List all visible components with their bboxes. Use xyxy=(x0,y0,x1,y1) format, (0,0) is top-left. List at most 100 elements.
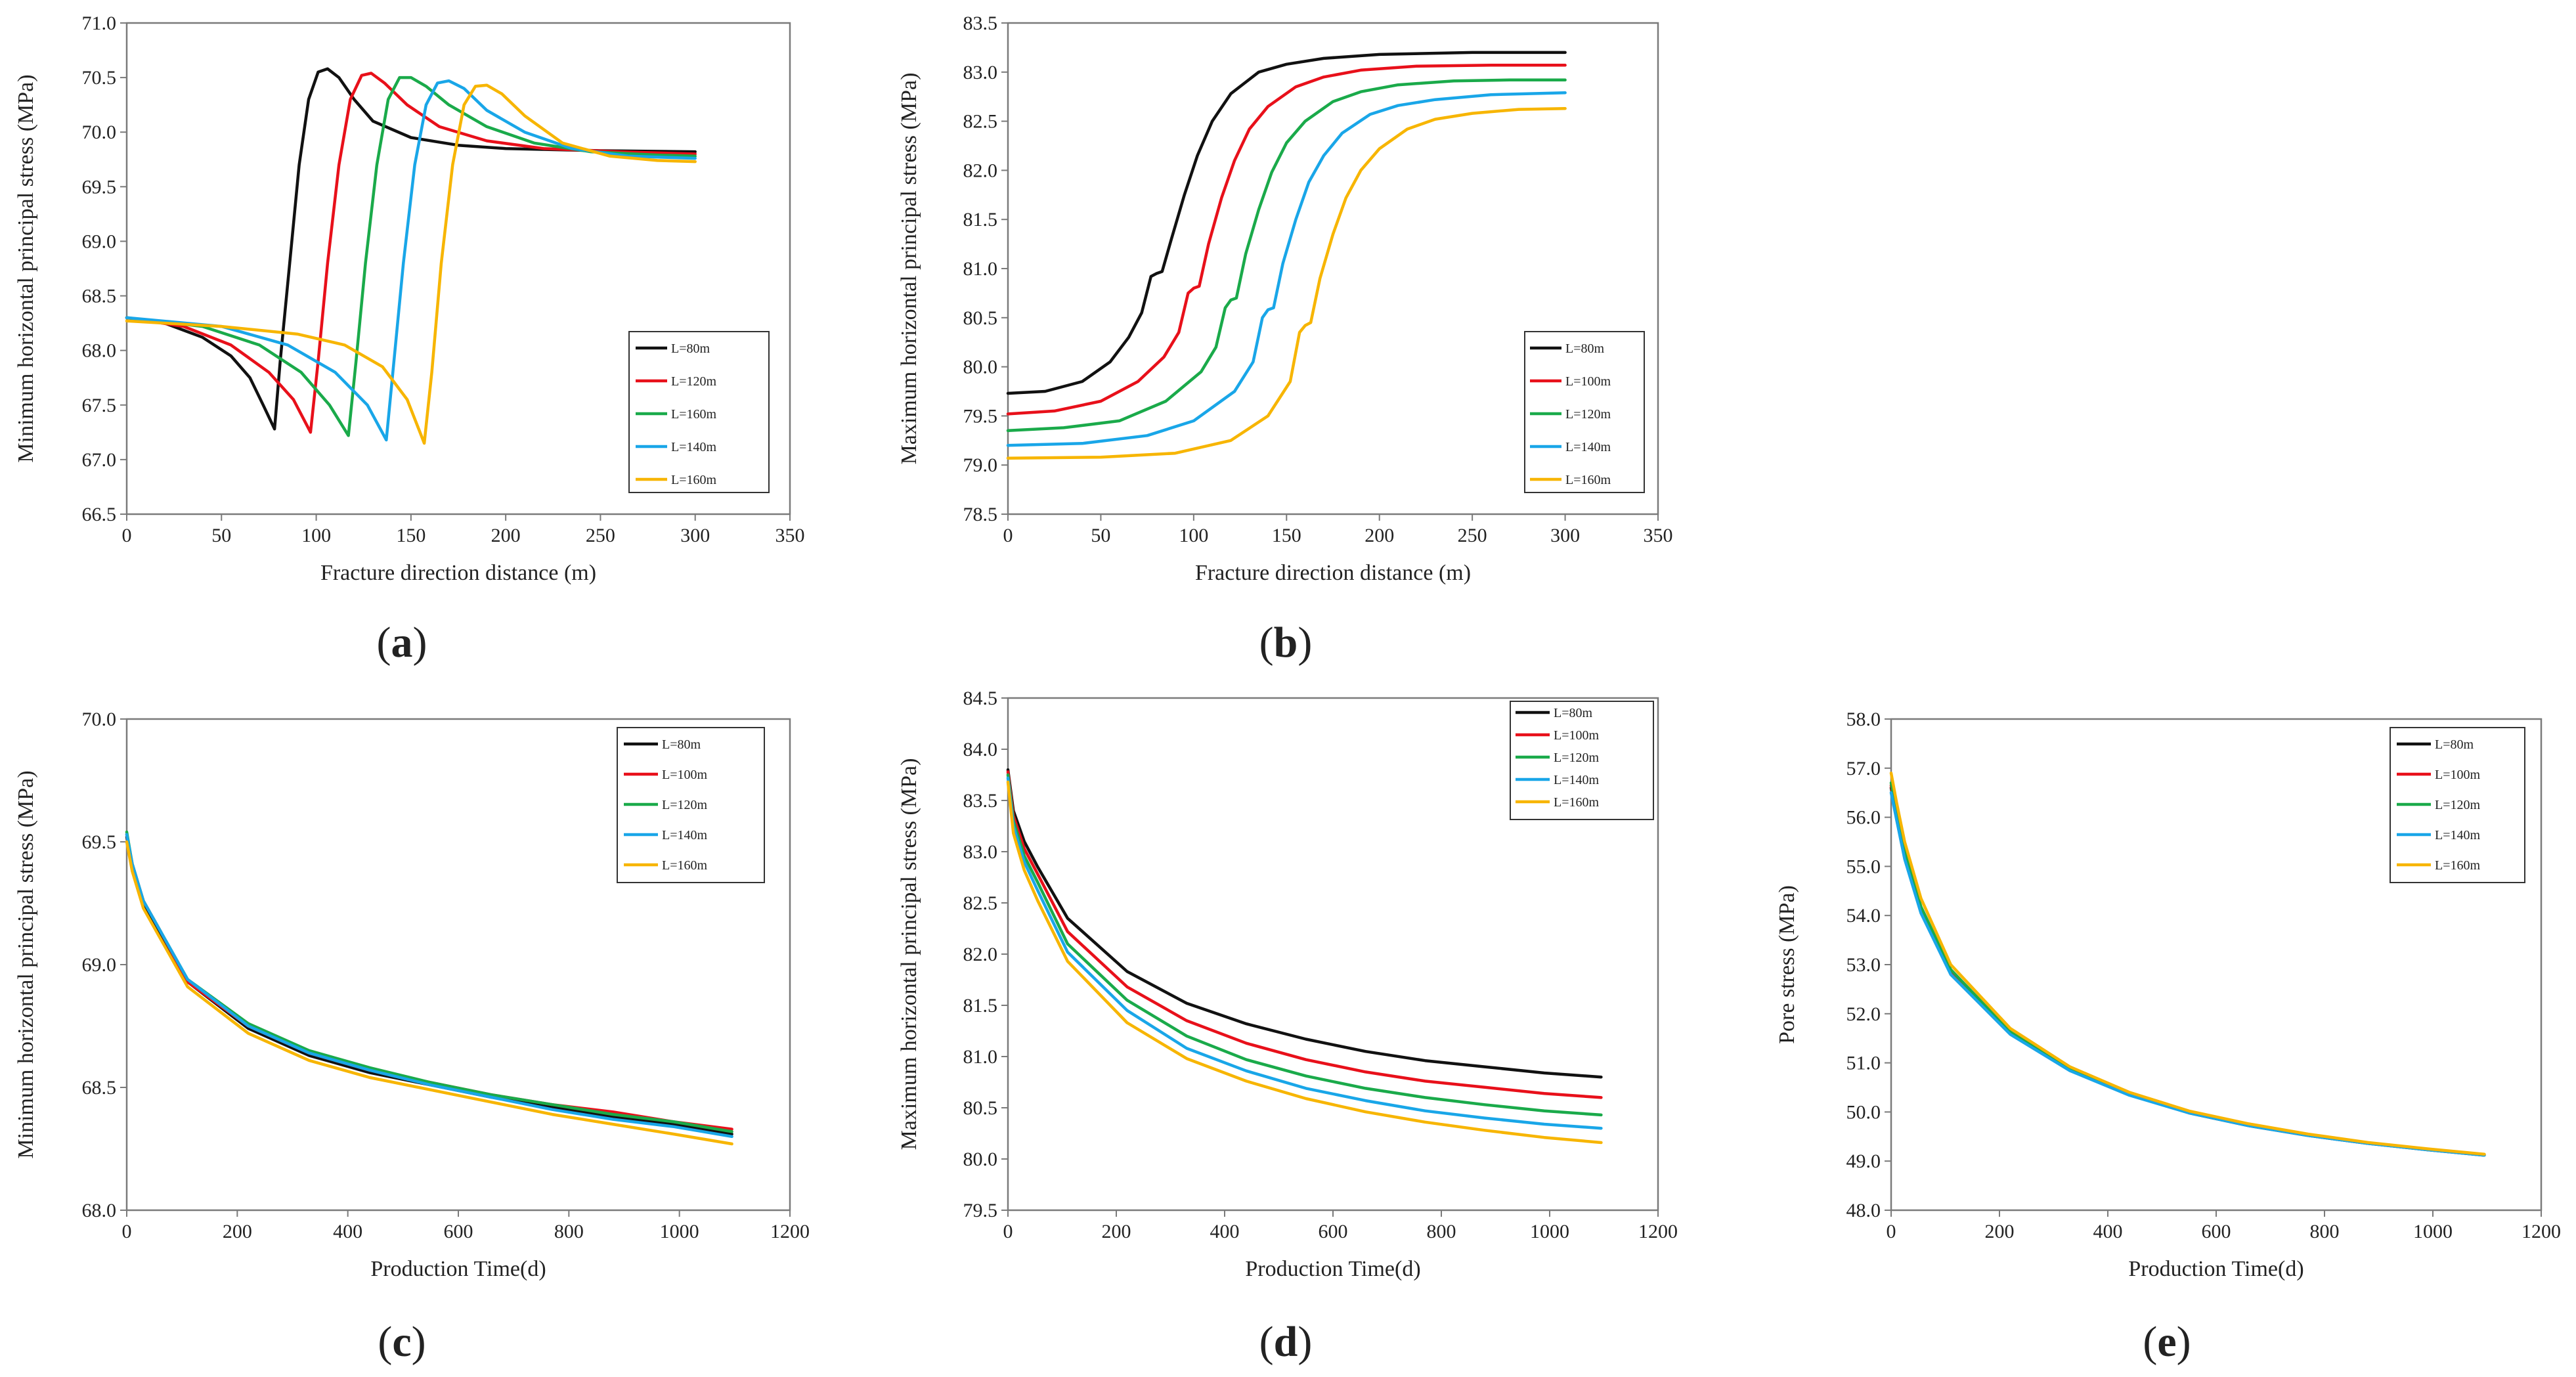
y-axis-label: Pore stress (MPa) xyxy=(1775,885,1799,1044)
x-tick-label: 350 xyxy=(775,525,805,546)
y-tick-label: 80.5 xyxy=(963,1097,998,1119)
legend-items: L=80m L=100m L=120m L=140m L=160m xyxy=(624,737,707,873)
x-tick-label: 400 xyxy=(333,1221,362,1242)
y-ticks: 78.5 79.0 79.5 80.0 80.5 81.0 81.5 82.0 82.5 83.0… xyxy=(963,12,1008,525)
y-tick-label: 67.0 xyxy=(82,449,117,471)
y-tick-label: 83.0 xyxy=(963,841,998,863)
series-line-l-100m xyxy=(1006,770,1603,1099)
y-tick-label: 57.0 xyxy=(1846,758,1881,779)
legend-box xyxy=(1510,701,1654,820)
panel-b: 0 50 100 150 200 250 300 350 78.5 79.0 79.5 80.0 80… xyxy=(897,12,1673,667)
y-tick-label: 69.5 xyxy=(82,176,117,198)
series-line-l-80m xyxy=(1006,51,1567,395)
x-tick-label: 800 xyxy=(554,1221,584,1242)
x-axis-label: Production Time(d) xyxy=(1245,1257,1420,1281)
series-line-l-140m xyxy=(1006,776,1603,1130)
y-tick-label: 68.0 xyxy=(82,340,117,362)
series-line-l-120m xyxy=(1006,78,1567,433)
x-tick-label: 250 xyxy=(1458,525,1487,546)
y-tick-label: 80.5 xyxy=(963,307,998,329)
x-tick-label: 150 xyxy=(1272,525,1301,546)
legend-items: L=80m L=100m L=120m L=140m L=160m xyxy=(1516,706,1599,810)
y-ticks: 68.0 68.5 69.0 69.5 70.0 xyxy=(82,709,127,1221)
legend: L=80m L=120m L=160m L=140m L=160m xyxy=(628,331,770,493)
legend-label-5: L=160m xyxy=(671,473,716,487)
y-tick-label: 82.0 xyxy=(963,160,998,181)
x-tick-label: 1200 xyxy=(2521,1221,2561,1242)
panel-caption: (c) xyxy=(378,1318,426,1366)
series-lines xyxy=(1889,772,2486,1157)
x-tick-label: 50 xyxy=(1091,525,1110,546)
y-tick-label: 70.0 xyxy=(82,121,117,143)
x-axis-label: Fracture direction distance (m) xyxy=(320,561,596,585)
panel-a: 0 50 100 150 200 250 300 350 66.5 67.0 67.5 68.0 68… xyxy=(14,12,805,667)
panel-e: 0 200 400 600 800 1000 1200 48.0 49.0 50.0 51.0 52… xyxy=(1775,709,2561,1366)
y-tick-label: 54.0 xyxy=(1846,905,1881,927)
x-tick-label: 50 xyxy=(211,525,231,546)
x-ticks: 0 200 400 600 800 1000 1200 xyxy=(1887,1210,2561,1242)
legend-label-5: L=160m xyxy=(1565,473,1611,487)
y-tick-label: 81.0 xyxy=(963,1046,998,1068)
x-tick-label: 600 xyxy=(1319,1221,1348,1242)
y-axis-label: Minimum horizontal principal stress (MPa… xyxy=(14,74,38,462)
legend: L=80m L=100m L=120m L=140m L=160m xyxy=(617,727,765,883)
x-axis-label: Production Time(d) xyxy=(2128,1257,2303,1281)
legend-label-1: L=80m xyxy=(1554,706,1592,720)
legend-label-3: L=120m xyxy=(2435,798,2480,812)
y-axis-label: Minimum horizontal principal stress (MPa… xyxy=(14,770,38,1158)
x-tick-label: 600 xyxy=(2202,1221,2231,1242)
y-tick-label: 79.5 xyxy=(963,405,998,427)
x-tick-label: 200 xyxy=(1102,1221,1131,1242)
y-tick-label: 79.5 xyxy=(963,1200,998,1221)
plot-frame xyxy=(125,22,791,515)
legend-label-4: L=140m xyxy=(2435,828,2480,842)
x-tick-label: 300 xyxy=(1550,525,1580,546)
x-tick-label: 800 xyxy=(1427,1221,1456,1242)
series-line-l-140m xyxy=(125,833,733,1139)
x-tick-label: 200 xyxy=(491,525,521,546)
legend-box xyxy=(628,331,770,493)
y-tick-label: 81.5 xyxy=(963,209,998,230)
series-line-l-160m xyxy=(1889,772,2486,1156)
y-tick-label: 58.0 xyxy=(1846,709,1881,730)
y-tick-label: 49.0 xyxy=(1846,1150,1881,1172)
legend-label-2: L=100m xyxy=(1554,728,1599,743)
x-tick-label: 200 xyxy=(1985,1221,2015,1242)
y-tick-label: 81.5 xyxy=(963,995,998,1016)
x-ticks: 0 50 100 150 200 250 300 350 xyxy=(122,514,805,546)
legend-label-2: L=120m xyxy=(671,374,716,389)
series-line-l-160m xyxy=(1006,780,1603,1145)
y-tick-label: 71.0 xyxy=(82,12,117,34)
legend-label-5: L=160m xyxy=(2435,858,2480,873)
panel-caption: (d) xyxy=(1259,1318,1313,1366)
y-tick-label: 82.0 xyxy=(963,944,998,965)
panel-d: 0 200 400 600 800 1000 1200 79.5 80.0 80.5 81.0 81… xyxy=(897,688,1678,1366)
y-ticks: 48.0 49.0 50.0 51.0 52.0 53.0 54.0 55.0 56.0 57.0… xyxy=(1846,709,1891,1221)
x-tick-label: 1000 xyxy=(660,1221,699,1242)
series-line-l-80m xyxy=(1006,768,1603,1079)
series-line-l-160m xyxy=(1006,106,1567,460)
legend-label-2: L=100m xyxy=(1565,374,1611,389)
y-ticks: 66.5 67.0 67.5 68.0 68.5 69.0 69.5 70.0 70.5 71.0 xyxy=(82,12,127,525)
panel-caption: (a) xyxy=(377,619,427,667)
legend: L=80m L=100m L=120m L=140m L=160m xyxy=(1524,331,1645,493)
panel-caption: (b) xyxy=(1259,619,1313,667)
series-line-l-100m xyxy=(1006,64,1567,416)
x-tick-label: 0 xyxy=(1887,1221,1896,1242)
x-tick-label: 100 xyxy=(1179,525,1208,546)
y-tick-label: 80.0 xyxy=(963,357,998,378)
legend-label-1: L=80m xyxy=(671,341,710,356)
series-line-l-120m xyxy=(125,76,697,437)
series-line-l-120m xyxy=(1006,773,1603,1117)
legend-box xyxy=(1524,331,1645,493)
y-tick-label: 70.0 xyxy=(82,709,117,730)
legend-label-1: L=80m xyxy=(662,737,701,752)
legend-label-2: L=100m xyxy=(2435,768,2480,782)
x-tick-label: 0 xyxy=(1003,1221,1013,1242)
y-tick-label: 69.0 xyxy=(82,954,117,976)
x-axis-label: Production Time(d) xyxy=(370,1257,546,1281)
y-tick-label: 83.5 xyxy=(963,790,998,812)
x-axis-label: Fracture direction distance (m) xyxy=(1195,561,1471,585)
series-lines xyxy=(1006,51,1567,460)
